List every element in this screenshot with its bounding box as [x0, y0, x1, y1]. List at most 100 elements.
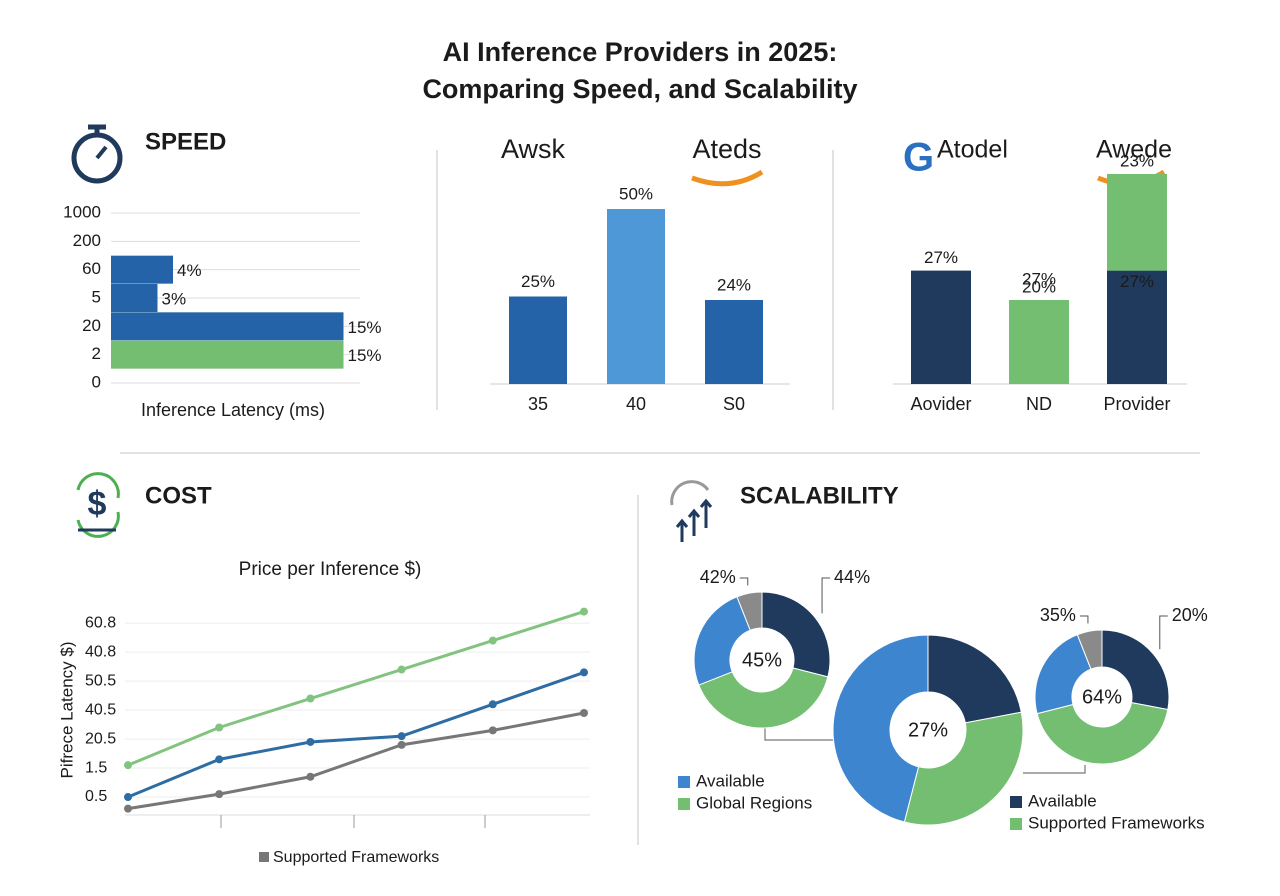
- line: [127, 671, 585, 799]
- brand-name: Awede: [1096, 136, 1172, 164]
- callout-label: 35%: [1040, 605, 1076, 625]
- callout-line: [821, 577, 831, 614]
- callout-line: [1159, 615, 1168, 650]
- legend-swatch: [1010, 796, 1022, 808]
- bar: [509, 296, 567, 384]
- donut-segment: [1101, 629, 1170, 711]
- value-label: 15%: [348, 346, 382, 365]
- bar: [111, 340, 344, 369]
- bar: [111, 283, 158, 312]
- value-label: 3%: [162, 289, 187, 308]
- center-label: 45%: [742, 649, 782, 671]
- bar: [111, 255, 173, 284]
- x-tick-label: Provider: [1103, 394, 1170, 414]
- brand-swoosh: [691, 169, 764, 187]
- y-tick-label: 1.5: [85, 759, 107, 776]
- center-label: 27%: [908, 719, 948, 741]
- callout-line: [739, 577, 749, 586]
- legend-swatch: [678, 776, 690, 788]
- bar-segment: [1107, 174, 1167, 271]
- value-label: 24%: [717, 275, 751, 294]
- line: [127, 711, 585, 811]
- legend-label: Available: [696, 771, 765, 790]
- donut-segment: [1036, 702, 1169, 765]
- bar: [111, 312, 344, 341]
- donut-segment: [761, 591, 831, 678]
- donut-segment: [1034, 634, 1092, 715]
- value-label: 4%: [177, 261, 202, 280]
- donut-segment: [693, 596, 751, 686]
- point: [580, 668, 588, 677]
- y-tick-label: 1000: [63, 202, 101, 221]
- cost-icon: $: [76, 472, 120, 538]
- value-label: 27%: [1120, 272, 1154, 291]
- center-label: 64%: [1082, 686, 1122, 708]
- y-tick-label: 5: [92, 287, 101, 306]
- scalability-icon: [670, 480, 713, 542]
- y-axis-label: Pifrece Latency $): [57, 641, 76, 778]
- y-tick-label: 200: [73, 231, 101, 250]
- donut-segment: [1076, 629, 1103, 670]
- value-label: 25%: [521, 272, 555, 291]
- donut-segment: [903, 711, 1024, 826]
- legend-label: Supported Frameworks: [1028, 813, 1205, 832]
- x-tick-label: Aovider: [910, 394, 971, 414]
- brand-name: Ateds: [692, 134, 761, 164]
- y-tick-label: 0: [92, 372, 101, 391]
- point: [215, 723, 224, 732]
- callout-label: 20%: [1172, 605, 1208, 625]
- value-label: 23%: [1120, 151, 1154, 170]
- section-title: COST: [145, 482, 212, 509]
- bar: [607, 209, 665, 384]
- callout-label: 44%: [834, 567, 870, 587]
- value-label: 20%: [1022, 277, 1056, 296]
- dividers: [120, 150, 1200, 845]
- point: [306, 737, 315, 746]
- point: [124, 761, 132, 770]
- point: [488, 726, 497, 735]
- y-tick-label: 20: [82, 316, 101, 335]
- line: [127, 610, 585, 767]
- y-tick-label: 40.8: [85, 643, 116, 660]
- donut-segment: [832, 634, 929, 823]
- donut-hole: [1073, 668, 1131, 726]
- y-tick-label: 50.5: [85, 672, 116, 689]
- svg-text:$: $: [88, 485, 107, 523]
- donut-hole: [731, 629, 793, 691]
- legend-swatch: [1010, 818, 1022, 830]
- callout-label: 42%: [700, 567, 736, 587]
- section-title: SPEED: [145, 128, 226, 155]
- bar-segment: [911, 270, 971, 384]
- bar-segment: [1107, 270, 1167, 384]
- chart-title: Price per Inference $): [239, 559, 422, 580]
- y-tick-label: 2: [92, 344, 101, 363]
- legend-label: Available: [1028, 791, 1097, 810]
- point: [580, 607, 588, 616]
- title-line: AI Inference Providers in 2025:: [443, 37, 838, 67]
- donut-segment: [698, 667, 829, 729]
- bar-segment: [1009, 300, 1069, 384]
- brand-icon: G: [903, 136, 934, 180]
- point: [306, 694, 315, 703]
- callout-line: [1079, 615, 1089, 624]
- x-tick-label: ND: [1026, 394, 1052, 414]
- point: [124, 804, 132, 813]
- y-tick-label: 20.5: [85, 730, 116, 747]
- y-tick-label: 60.8: [85, 614, 116, 631]
- legend-swatch: [678, 798, 690, 810]
- section-title: SCALABILITY: [740, 482, 899, 509]
- connector: [764, 728, 1086, 774]
- point: [488, 700, 497, 709]
- annotation: 27%: [1022, 269, 1056, 288]
- brand-name: Atodel: [937, 136, 1008, 164]
- point: [215, 755, 224, 764]
- legend-label: Global Regions: [696, 793, 812, 812]
- point: [580, 709, 588, 717]
- bar: [705, 300, 763, 384]
- y-tick-label: 40.5: [85, 701, 116, 718]
- legend-swatch: [259, 852, 269, 862]
- donut-segment: [927, 634, 1022, 724]
- value-label: 15%: [348, 318, 382, 337]
- y-tick-label: 60: [82, 259, 101, 278]
